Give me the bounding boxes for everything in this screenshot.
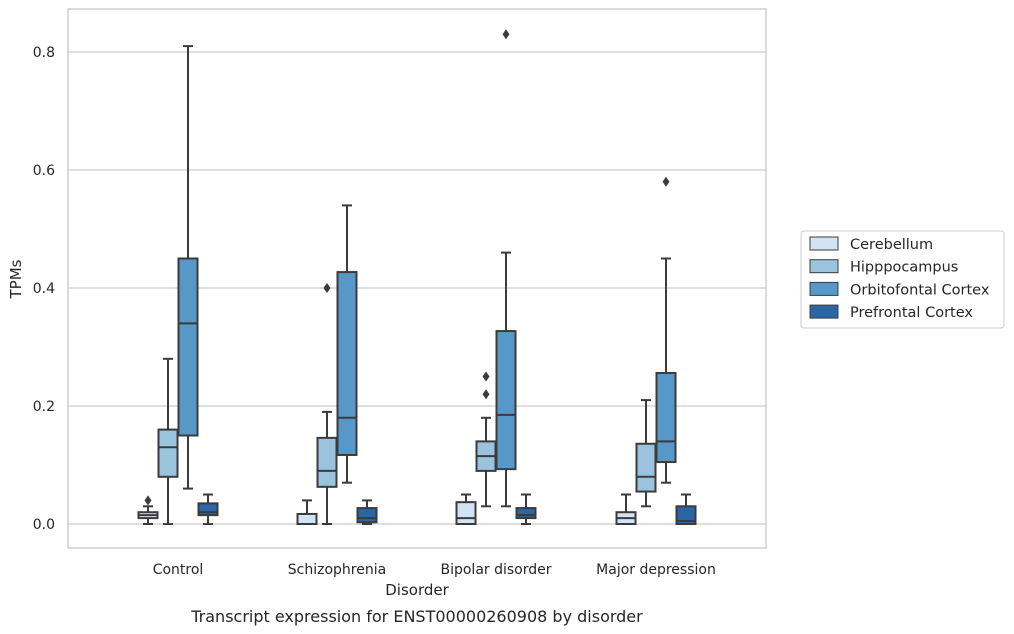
- y-tick-label: 0.0: [33, 517, 55, 533]
- y-tick-label: 0.4: [33, 281, 55, 297]
- box-iqr: [655, 371, 677, 464]
- box-cerebellum: [296, 499, 318, 525]
- box-iqr: [177, 257, 199, 437]
- box-iqr: [296, 512, 318, 525]
- plot-area-frame: [67, 8, 767, 549]
- box-plot-series: [137, 29, 697, 526]
- box-iqr: [356, 507, 378, 524]
- box-hipppocampus: [157, 357, 179, 525]
- legend-frame: [800, 230, 1005, 329]
- outlier-point: [502, 29, 510, 40]
- y-tick-label: 0.6: [33, 163, 55, 179]
- box-iqr: [495, 330, 517, 471]
- legend-label: Orbitofontal Cortex: [850, 282, 990, 298]
- x-tick-label: Major depression: [596, 562, 716, 578]
- legend-swatch: [809, 259, 839, 274]
- legend-swatch: [809, 304, 839, 319]
- box-orbitofontal-cortex: [495, 29, 517, 508]
- y-axis-title: TPMs: [7, 259, 25, 299]
- legend-label: Hipppocampus: [850, 260, 958, 276]
- outlier-point: [482, 389, 490, 400]
- box-prefrontal-cortex: [675, 493, 697, 525]
- y-axis-ticks: 0.0 0.2 0.4 0.6 0.8: [33, 45, 55, 533]
- y-tick-label: 0.8: [33, 45, 55, 61]
- box-orbitofontal-cortex: [655, 176, 677, 484]
- box-hipppocampus: [635, 399, 657, 508]
- outlier-point: [662, 176, 670, 187]
- box-hipppocampus: [316, 283, 338, 525]
- box-orbitofontal-cortex: [177, 45, 199, 490]
- box-hipppocampus: [475, 371, 497, 508]
- outlier-point: [323, 283, 331, 293]
- legend-swatch: [809, 236, 839, 251]
- box-prefrontal-cortex: [197, 493, 219, 525]
- x-tick-label: Schizophrenia: [288, 562, 386, 578]
- outlier-point: [144, 495, 152, 506]
- box-cerebellum: [455, 493, 477, 526]
- box-iqr: [635, 442, 657, 493]
- box-cerebellum: [615, 493, 637, 526]
- box-cerebellum: [137, 495, 159, 525]
- x-axis-ticks: Control Schizophrenia Bipolar disorder Majo…: [153, 562, 716, 578]
- box-orbitofontal-cortex: [336, 204, 358, 484]
- box-iqr: [455, 501, 477, 526]
- box-iqr: [336, 271, 358, 456]
- box-iqr: [675, 505, 697, 525]
- box-iqr: [197, 502, 219, 517]
- chart-caption: Transcript expression for ENST0000026090…: [190, 607, 643, 626]
- box-prefrontal-cortex: [515, 493, 537, 525]
- legend: Cerebellum Hipppocampus Orbitofontal Corte…: [800, 230, 1005, 329]
- box-iqr: [515, 507, 537, 520]
- outlier-point: [482, 371, 490, 382]
- legend-label: Prefrontal Cortex: [850, 305, 973, 321]
- box-iqr: [316, 436, 338, 488]
- y-tick-label: 0.2: [33, 399, 55, 415]
- legend-label: Cerebellum: [850, 237, 933, 253]
- x-axis-title: Disorder: [385, 581, 449, 599]
- box-prefrontal-cortex: [356, 499, 378, 525]
- x-tick-label: Control: [153, 562, 204, 578]
- x-tick-label: Bipolar disorder: [440, 562, 551, 578]
- legend-swatch: [809, 281, 839, 296]
- box-iqr: [157, 428, 179, 478]
